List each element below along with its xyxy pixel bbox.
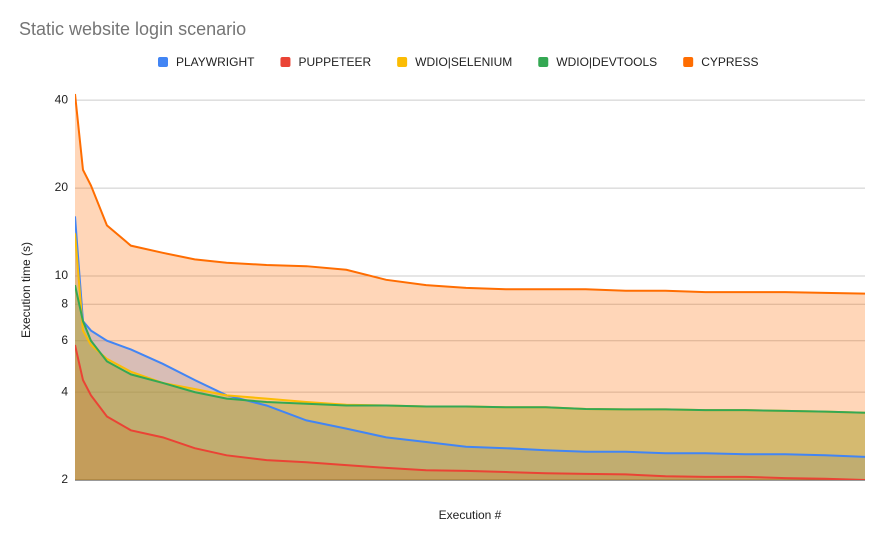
y-tick-label: 2 <box>61 472 68 486</box>
area-fill <box>75 285 865 480</box>
area-fill <box>75 345 865 480</box>
y-tick-label: 20 <box>55 180 69 194</box>
y-axis-label: Execution time (s) <box>19 242 33 338</box>
legend-label: WDIO|SELENIUM <box>415 55 512 69</box>
y-tick-label: 6 <box>61 333 68 347</box>
legend-label: PUPPETEER <box>298 55 371 69</box>
chart-title: Static website login scenario <box>19 19 246 39</box>
x-axis-label: Execution # <box>439 508 502 522</box>
y-tick-label: 10 <box>55 268 69 282</box>
area-fill <box>75 233 865 480</box>
legend-label: CYPRESS <box>701 55 758 69</box>
series-line <box>75 216 865 458</box>
plot <box>75 93 865 480</box>
legend-swatch <box>683 57 694 67</box>
legend: PLAYWRIGHT PUPPETEER WDIO|SELENIUM WDIO|DEV… <box>158 55 759 69</box>
y-tick-label: 8 <box>61 296 68 310</box>
legend-swatch <box>158 57 168 67</box>
legend-swatch <box>538 57 549 67</box>
legend-label: PLAYWRIGHT <box>176 55 255 69</box>
series-line <box>75 284 865 414</box>
series-line <box>75 93 865 295</box>
legend-swatch <box>397 57 408 67</box>
area-fill <box>75 94 865 480</box>
y-tick-label: 40 <box>55 92 69 106</box>
legend-swatch <box>280 57 291 67</box>
series-line <box>75 344 865 480</box>
legend-label: WDIO|DEVTOOLS <box>556 55 657 69</box>
area-fill <box>75 216 865 480</box>
y-tick-label: 4 <box>61 384 68 398</box>
